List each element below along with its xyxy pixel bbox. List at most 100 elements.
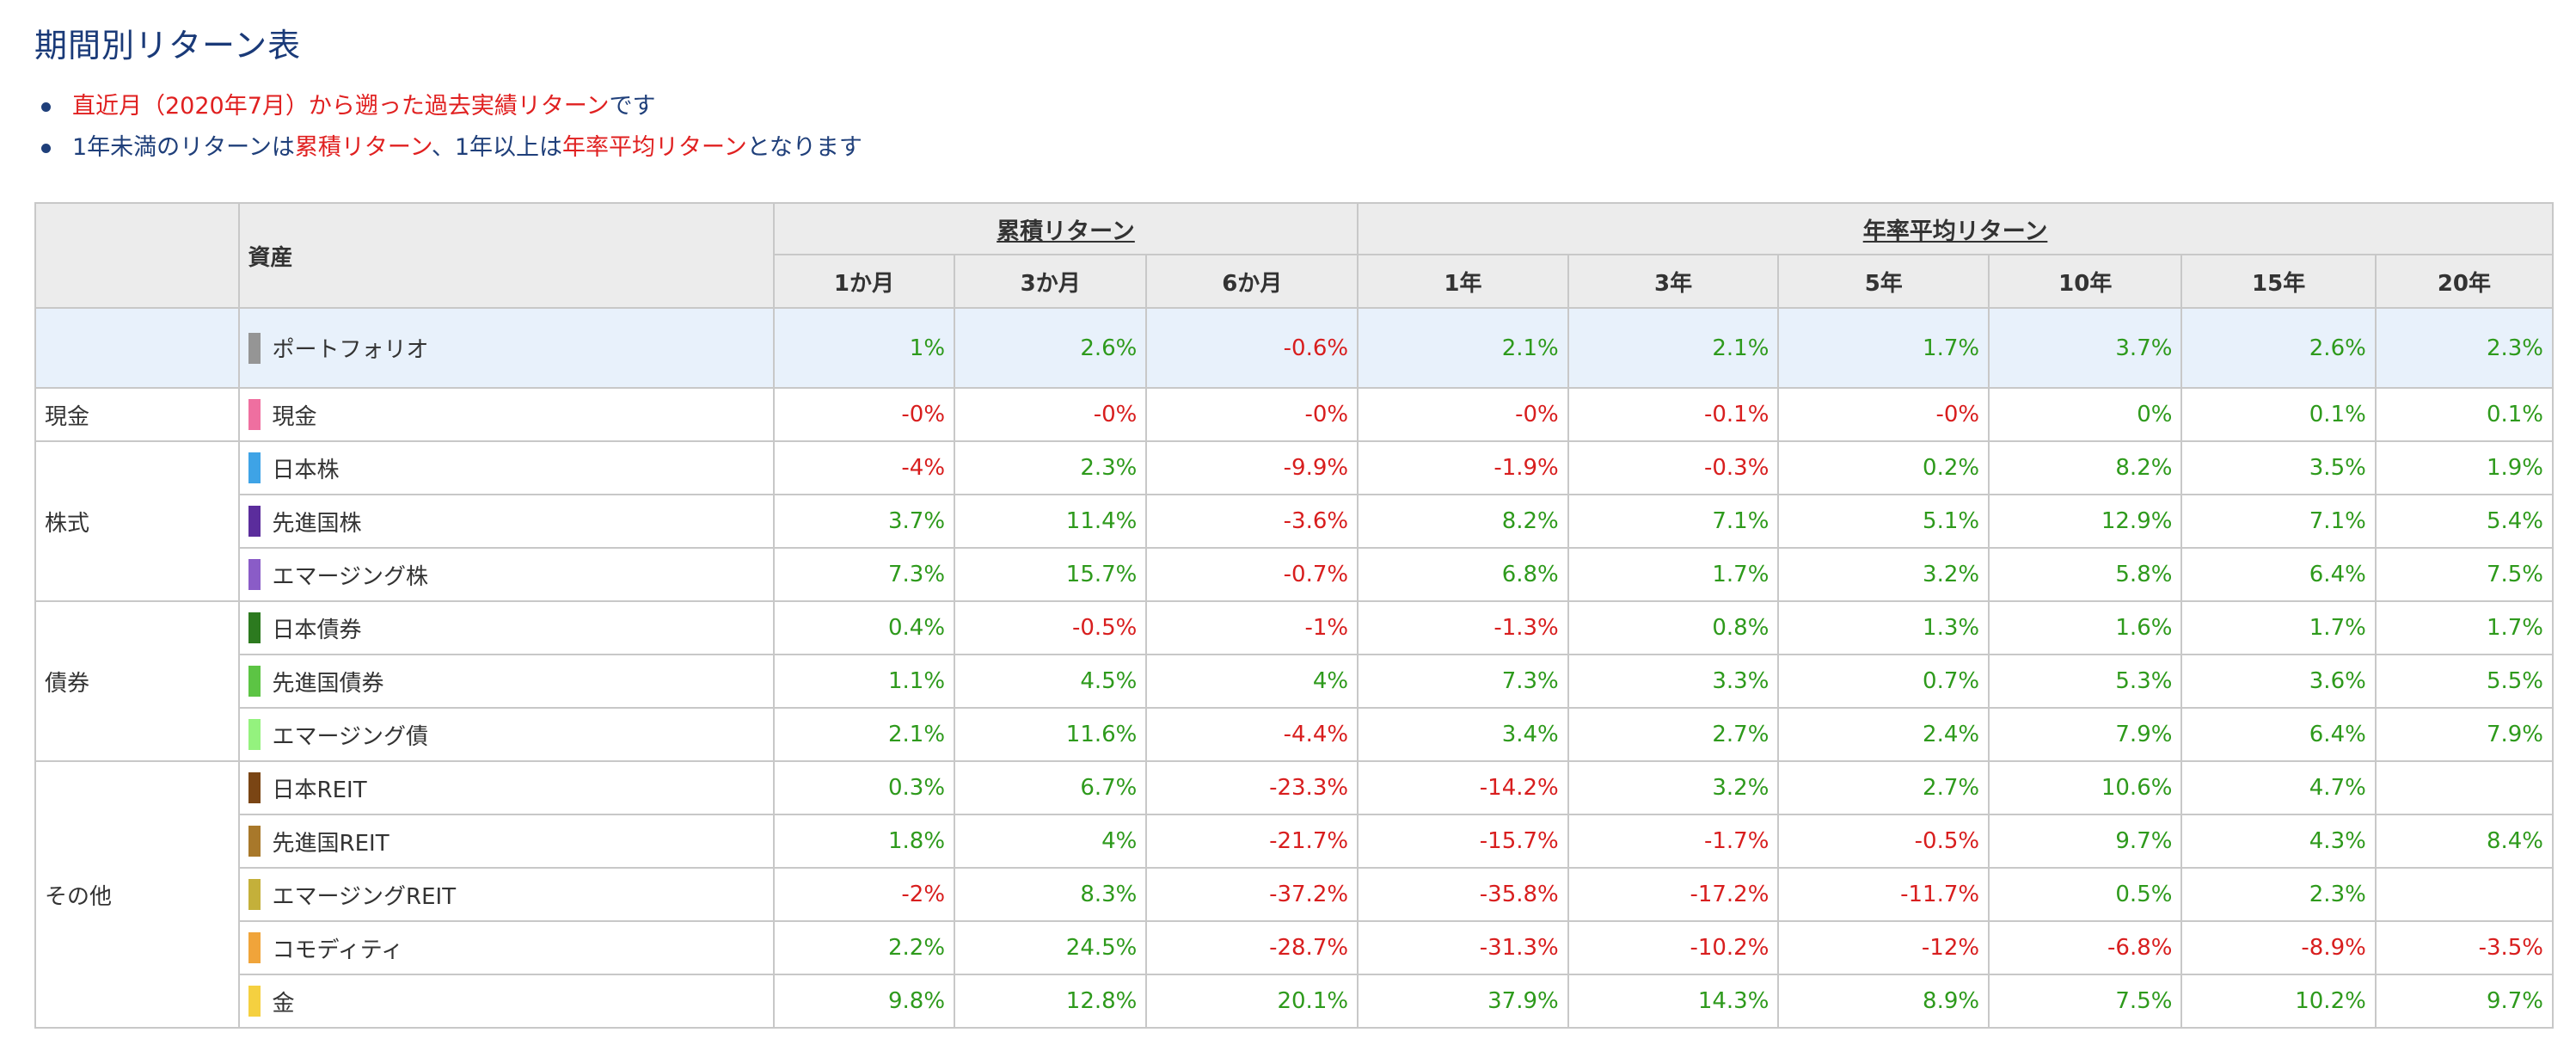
asset-label: 日本株 [272,457,340,483]
return-value-cell: 10.6% [1988,760,2183,815]
table-row: エマージングREIT -2% 8.3% -37.2% -35.8% -17.2% -11.7… [35,867,2555,922]
return-value-cell: -0% [954,387,1148,442]
color-swatch [248,879,261,910]
return-value-cell: -0.5% [954,600,1148,655]
return-value-cell: 5.4% [2374,494,2555,549]
return-value-cell: 7.1% [1567,494,1780,549]
note-text: 1年未満のリターンは [72,134,295,161]
return-value-cell: 3.7% [772,494,956,549]
return-value-cell: 8.2% [1988,440,2183,495]
return-value-cell: 2.4% [1777,707,1990,762]
return-value-cell: 0% [1988,387,2183,442]
return-value-cell: 4.7% [2180,760,2377,815]
returns-table: 資産 累積リターン 年率平均リターン 1か月 3か月 6か月 1年 3年 5年 … [34,202,2555,1029]
return-value-cell: 7.5% [2374,547,2555,602]
return-value-cell: -0.3% [1567,440,1780,495]
return-value-cell: -9.9% [1145,440,1359,495]
return-value-cell: 2.7% [1567,707,1780,762]
asset-label: エマージング株 [272,563,429,590]
category-cell: その他 [34,760,240,1029]
return-value-cell: 0.1% [2374,387,2555,442]
return-value-cell: 0.3% [772,760,956,815]
table-row: 金 9.8% 12.8% 20.1% 37.9% 14.3% 8.9% 7.5% 10.2% 9.… [35,974,2555,1029]
return-value-cell: 3.3% [1567,654,1780,709]
return-value-cell: 7.3% [1357,654,1569,709]
asset-label: 日本REIT [272,777,367,803]
return-value-cell: 0.1% [2180,387,2377,442]
return-value-cell: 3.2% [1567,760,1780,815]
note-item: 1年未満のリターンは累積リターン、1年以上は年率平均リターンとなります [34,127,862,169]
period-header-3m: 3か月 [954,254,1148,309]
return-value-cell: 9.7% [1988,814,2183,869]
return-value-cell: 5.3% [1988,654,2183,709]
asset-label: 金 [272,990,295,1017]
asset-cell: 金 [237,974,775,1029]
color-swatch [248,772,261,803]
return-value-cell: 3.5% [2180,440,2377,495]
return-value-cell: -35.8% [1357,867,1569,922]
return-value-cell: -1.7% [1567,814,1780,869]
asset-label: 先進国株 [272,510,362,537]
color-swatch [248,612,261,643]
asset-label: ポートフォリオ [272,337,429,363]
asset-label: 日本債券 [272,617,362,643]
category-cell: 現金 [34,387,240,442]
return-value-cell: 37.9% [1357,974,1569,1029]
return-value-cell: -0% [772,387,956,442]
table-row: エマージング株 7.3% 15.7% -0.7% 6.8% 1.7% 3.2% 5.8% 6.4… [35,547,2555,602]
return-value-cell: 6.7% [954,760,1148,815]
color-swatch [248,506,261,537]
return-value-cell: 4% [954,814,1148,869]
table-row: 先進国REIT 1.8% 4% -21.7% -15.7% -1.7% -0.5% 9.7% 4… [35,814,2555,869]
return-value-cell: -14.2% [1357,760,1569,815]
return-value-cell: -0.7% [1145,547,1359,602]
return-value-cell: -15.7% [1357,814,1569,869]
return-value-cell: -12% [1777,920,1990,975]
return-value-cell: 9.8% [772,974,956,1029]
asset-cell: 日本債券 [237,600,775,655]
return-value-cell: 3.4% [1357,707,1569,762]
asset-label: 現金 [272,403,317,430]
return-value-cell: -3.6% [1145,494,1359,549]
return-value-cell: 8.2% [1357,494,1569,549]
return-value-cell: 7.1% [2180,494,2377,549]
note-annual-text: 年率平均リターン [562,134,747,161]
return-value-cell: 1.7% [1777,307,1990,389]
asset-cell: 先進国REIT [237,814,775,869]
return-value-cell: 1.6% [1988,600,2183,655]
return-value-cell: -2% [772,867,956,922]
return-value-cell: 11.6% [954,707,1148,762]
return-value-cell: 5.1% [1777,494,1990,549]
return-value-cell [2374,760,2555,815]
note-text: となります [746,134,862,161]
period-header-6m: 6か月 [1145,254,1359,309]
return-value-cell: -1.9% [1357,440,1569,495]
period-header-3y: 3年 [1567,254,1780,309]
return-value-cell: 2.6% [954,307,1148,389]
return-value-cell: 15.7% [954,547,1148,602]
return-value-cell: -1.3% [1357,600,1569,655]
color-swatch [248,452,261,483]
table-row: 先進国株 3.7% 11.4% -3.6% 8.2% 7.1% 5.1% 12.9% 7.1% 5… [35,494,2555,549]
return-value-cell: 7.9% [2374,707,2555,762]
return-value-cell: 8.9% [1777,974,1990,1029]
return-value-cell: 8.4% [2374,814,2555,869]
asset-cell: 現金 [237,387,775,442]
return-value-cell: 2.1% [772,707,956,762]
color-swatch [248,399,261,430]
return-value-cell: 8.3% [954,867,1148,922]
return-value-cell: -17.2% [1567,867,1780,922]
return-value-cell: -28.7% [1145,920,1359,975]
return-value-cell: -0% [1777,387,1990,442]
return-value-cell: 4.3% [2180,814,2377,869]
return-value-cell: 0.5% [1988,867,2183,922]
return-value-cell: 1.7% [2374,600,2555,655]
return-value-cell: 2.2% [772,920,956,975]
return-value-cell: 10.2% [2180,974,2377,1029]
return-value-cell: 20.1% [1145,974,1359,1029]
asset-label: エマージングREIT [272,883,457,910]
note-period-text: 直近月（2020年7月）から遡った過去実績リターン [72,93,610,120]
color-swatch [248,826,261,857]
return-value-cell: 1.9% [2374,440,2555,495]
asset-cell: 日本株 [237,440,775,495]
